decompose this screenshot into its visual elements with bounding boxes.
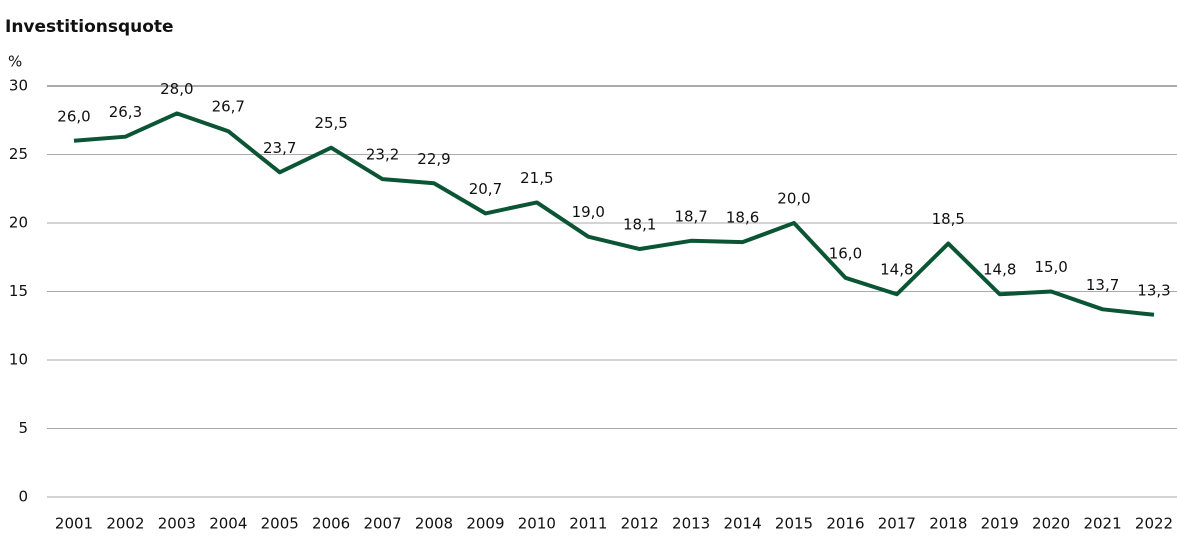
y-tick-label: 30 <box>9 77 28 95</box>
data-label: 14,8 <box>983 261 1016 279</box>
x-tick-label: 2021 <box>1083 515 1121 533</box>
y-tick-label: 5 <box>18 419 28 437</box>
x-tick-label: 2014 <box>723 515 761 533</box>
data-label: 26,3 <box>109 103 142 121</box>
x-tick-label: 2004 <box>209 515 247 533</box>
y-tick-label: 20 <box>9 214 28 232</box>
y-tick-label: 25 <box>9 145 28 163</box>
x-tick-label: 2010 <box>518 515 556 533</box>
data-label: 13,7 <box>1086 276 1119 294</box>
y-tick-label: 0 <box>18 488 28 506</box>
x-tick-label: 2016 <box>826 515 864 533</box>
data-label: 20,7 <box>469 180 502 198</box>
data-label: 26,7 <box>212 98 245 116</box>
data-label: 18,5 <box>932 210 965 228</box>
x-tick-label: 2001 <box>55 515 93 533</box>
data-label: 21,5 <box>520 169 553 187</box>
data-label: 14,8 <box>880 261 913 279</box>
data-label: 22,9 <box>417 150 450 168</box>
x-tick-label: 2002 <box>106 515 144 533</box>
data-line <box>73 111 1155 317</box>
x-tick-label: 2017 <box>878 515 916 533</box>
data-label: 23,2 <box>366 146 399 164</box>
x-tick-label: 2003 <box>158 515 196 533</box>
data-label: 23,7 <box>263 139 296 157</box>
x-tick-label: 2006 <box>312 515 350 533</box>
x-tick-label: 2012 <box>621 515 659 533</box>
x-tick-label: 2022 <box>1135 515 1173 533</box>
data-label: 25,5 <box>314 114 347 132</box>
x-tick-label: 2007 <box>363 515 401 533</box>
x-tick-label: 2020 <box>1032 515 1070 533</box>
x-tick-label: 2008 <box>415 515 453 533</box>
data-label: 15,0 <box>1034 258 1067 276</box>
data-label: 18,7 <box>674 207 707 225</box>
data-label: 16,0 <box>829 244 862 262</box>
y-tick-label: 10 <box>9 351 28 369</box>
x-tick-label: 2015 <box>775 515 813 533</box>
x-tick-label: 2009 <box>466 515 504 533</box>
data-label: 26,0 <box>57 107 90 125</box>
data-label: 28,0 <box>160 80 193 98</box>
data-label: 19,0 <box>572 203 605 221</box>
x-tick-label: 2011 <box>569 515 607 533</box>
x-tick-label: 2019 <box>981 515 1019 533</box>
x-tick-label: 2013 <box>672 515 710 533</box>
y-tick-label: 15 <box>9 282 28 300</box>
data-label: 20,0 <box>777 190 810 208</box>
x-tick-label: 2018 <box>929 515 967 533</box>
data-label: 18,6 <box>726 209 759 227</box>
chart-title: Investitionsquote <box>5 17 174 37</box>
data-label: 18,1 <box>623 216 656 234</box>
x-tick-label: 2005 <box>261 515 299 533</box>
y-axis-label: % <box>8 53 22 71</box>
data-label: 13,3 <box>1137 281 1170 299</box>
